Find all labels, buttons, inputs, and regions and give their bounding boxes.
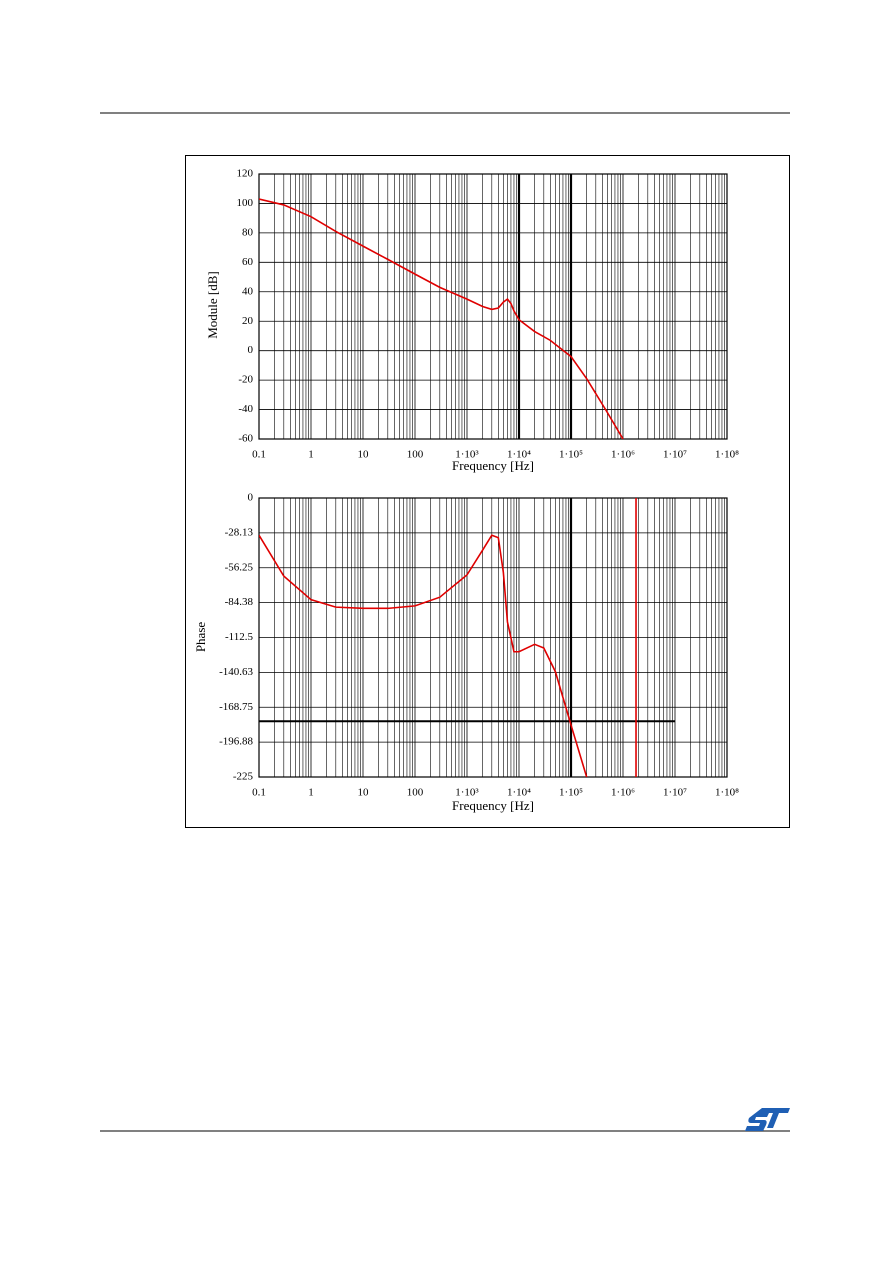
- y-tick-label: -60: [238, 433, 253, 445]
- y-tick-label: -56.25: [225, 561, 254, 573]
- x-tick-label: 1: [308, 787, 314, 799]
- figure-frame: [185, 155, 790, 828]
- x-tick-label: 10: [358, 787, 370, 799]
- y-tick-label: -140.63: [219, 666, 253, 678]
- x-tick-label: 1·10⁷: [663, 787, 687, 799]
- y-tick-label: 0: [248, 492, 254, 504]
- plot-frame: [258, 497, 728, 778]
- x-tick-label: 1·10³: [455, 449, 479, 461]
- x-tick-label: 1·10⁶: [611, 787, 635, 799]
- y-tick-label: 80: [242, 226, 254, 238]
- y-tick-label: 100: [237, 197, 254, 209]
- x-tick-label: 1: [308, 449, 314, 461]
- y-tick-label: -20: [238, 374, 253, 386]
- st-logo: [745, 1108, 790, 1131]
- y-axis-title: Module [dB]: [205, 271, 220, 339]
- x-tick-label: 1·10⁵: [559, 787, 583, 799]
- y-tick-label: -84.38: [225, 596, 254, 608]
- x-tick-label: 1·10³: [455, 787, 479, 799]
- y-tick-label: 20: [242, 315, 254, 327]
- x-tick-label: 0.1: [252, 787, 266, 799]
- y-tick-label: -28.13: [225, 526, 254, 538]
- y-tick-label: 40: [242, 285, 254, 297]
- x-tick-label: 1·10⁸: [715, 787, 739, 799]
- y-tick-label: 0: [248, 344, 254, 356]
- x-tick-label: 100: [407, 787, 424, 799]
- x-tick-label: 100: [407, 449, 424, 461]
- x-tick-label: 1·10⁶: [611, 449, 635, 461]
- plot-frame: [258, 173, 728, 440]
- y-tick-label: -112.5: [225, 631, 254, 643]
- x-axis-title: Frequency [Hz]: [452, 798, 534, 813]
- x-axis-title: Frequency [Hz]: [452, 458, 534, 473]
- data-line: [259, 498, 637, 777]
- y-tick-label: -168.75: [219, 701, 253, 713]
- y-tick-label: -196.88: [219, 736, 253, 748]
- y-tick-label: -40: [238, 403, 253, 415]
- y-tick-label: 60: [242, 256, 254, 268]
- x-tick-label: 1·10⁷: [663, 449, 687, 461]
- x-tick-label: 1·10⁵: [559, 449, 583, 461]
- data-line: [259, 198, 624, 439]
- x-tick-label: 1·10⁴: [507, 449, 531, 461]
- y-tick-label: 120: [237, 168, 254, 180]
- y-axis-title: Phase: [193, 622, 208, 653]
- x-tick-label: 1·10⁸: [715, 449, 739, 461]
- x-tick-label: 10: [358, 449, 370, 461]
- x-tick-label: 0.1: [252, 449, 266, 461]
- y-tick-label: -225: [233, 771, 254, 783]
- x-tick-label: 1·10⁴: [507, 787, 531, 799]
